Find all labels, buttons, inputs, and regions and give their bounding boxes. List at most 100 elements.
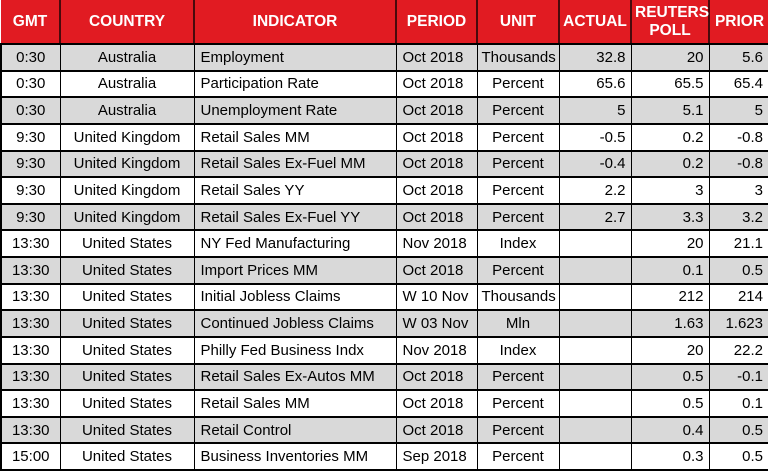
cell-actual	[558, 362, 632, 391]
cell-reuters-poll: 0.2	[630, 149, 710, 178]
cell-indicator: Initial Jobless Claims	[193, 282, 397, 311]
cell-actual	[558, 442, 632, 471]
cell-prior: 65.4	[708, 69, 768, 98]
cell-period: Oct 2018	[395, 69, 478, 98]
cell-country: United States	[59, 335, 195, 364]
column-header-indicator: INDICATOR	[194, 0, 397, 45]
cell-gmt: 9:30	[0, 202, 61, 231]
cell-period: W 03 Nov	[395, 309, 478, 338]
cell-reuters-poll: 5.1	[630, 96, 710, 125]
table-row: 13:30 United States Retail Sales MM Oct 201…	[0, 389, 768, 418]
cell-prior: 5	[708, 96, 768, 125]
cell-country: United States	[59, 256, 195, 285]
cell-unit: Percent	[476, 256, 560, 285]
table-row: 13:30 United States NY Fed Manufacturing No…	[0, 229, 768, 258]
cell-unit: Percent	[476, 415, 560, 444]
cell-prior: 21.1	[708, 229, 768, 258]
column-header-unit: UNIT	[477, 0, 560, 45]
cell-actual	[558, 309, 632, 338]
cell-gmt: 0:30	[0, 96, 61, 125]
cell-country: United States	[59, 415, 195, 444]
cell-period: Oct 2018	[395, 256, 478, 285]
cell-country: United Kingdom	[59, 149, 195, 178]
table-row: 13:30 United States Retail Control Oct 2018…	[0, 415, 768, 444]
cell-indicator: Unemployment Rate	[193, 96, 397, 125]
cell-reuters-poll: 0.4	[630, 415, 710, 444]
table-row: 13:30 United States Philly Fed Business In…	[0, 335, 768, 364]
cell-prior: 0.5	[708, 442, 768, 471]
cell-gmt: 9:30	[0, 122, 61, 151]
cell-period: Oct 2018	[395, 122, 478, 151]
cell-actual: -0.4	[558, 149, 632, 178]
cell-unit: Percent	[476, 202, 560, 231]
cell-gmt: 13:30	[0, 256, 61, 285]
cell-indicator: Retail Sales YY	[193, 176, 397, 205]
cell-actual: 32.8	[558, 44, 632, 72]
cell-gmt: 13:30	[0, 415, 61, 444]
table-row: 9:30 United Kingdom Retail Sales MM Oct 201…	[0, 122, 768, 151]
cell-unit: Percent	[476, 122, 560, 151]
cell-reuters-poll: 20	[630, 229, 710, 258]
cell-reuters-poll: 20	[630, 44, 710, 72]
cell-period: Nov 2018	[395, 229, 478, 258]
cell-indicator: Retail Sales Ex-Autos MM	[193, 362, 397, 391]
cell-period: Nov 2018	[395, 335, 478, 364]
table-body: 0:30 Australia Employment Oct 2018 Thousands…	[0, 44, 768, 471]
cell-unit: Index	[476, 229, 560, 258]
cell-country: United States	[59, 442, 195, 471]
cell-gmt: 13:30	[0, 282, 61, 311]
cell-actual	[558, 389, 632, 418]
cell-prior: -0.8	[708, 122, 768, 151]
cell-unit: Percent	[476, 176, 560, 205]
cell-country: Australia	[59, 69, 195, 98]
cell-prior: 22.2	[708, 335, 768, 364]
table-row: 13:30 United States Import Prices MM Oct 20…	[0, 256, 768, 285]
cell-actual: 2.2	[558, 176, 632, 205]
column-header-gmt: GMT	[1, 0, 61, 45]
table-row: 13:30 United States Initial Jobless Claims…	[0, 282, 768, 311]
cell-indicator: Continued Jobless Claims	[193, 309, 397, 338]
cell-actual	[558, 415, 632, 444]
table-row: 9:30 United Kingdom Retail Sales YY Oct 201…	[0, 176, 768, 205]
cell-actual	[558, 229, 632, 258]
cell-gmt: 0:30	[0, 44, 61, 72]
cell-gmt: 13:30	[0, 229, 61, 258]
cell-unit: Percent	[476, 149, 560, 178]
table-row: 0:30 Australia Employment Oct 2018 Thousands…	[0, 44, 768, 72]
cell-gmt: 13:30	[0, 309, 61, 338]
cell-period: Oct 2018	[395, 44, 478, 72]
cell-prior: 3	[708, 176, 768, 205]
column-header-prior: PRIOR	[709, 0, 768, 45]
cell-country: Australia	[59, 44, 195, 72]
cell-period: Sep 2018	[395, 442, 478, 471]
cell-unit: Percent	[476, 442, 560, 471]
cell-country: United States	[59, 229, 195, 258]
cell-reuters-poll: 0.2	[630, 122, 710, 151]
cell-country: United States	[59, 362, 195, 391]
cell-actual: 5	[558, 96, 632, 125]
cell-prior: 1.623	[708, 309, 768, 338]
cell-reuters-poll: 0.5	[630, 389, 710, 418]
cell-period: Oct 2018	[395, 149, 478, 178]
cell-indicator: Import Prices MM	[193, 256, 397, 285]
table-row: 13:30 United States Retail Sales Ex-Autos …	[0, 362, 768, 391]
cell-prior: 3.2	[708, 202, 768, 231]
cell-period: Oct 2018	[395, 389, 478, 418]
cell-unit: Percent	[476, 362, 560, 391]
cell-prior: -0.8	[708, 149, 768, 178]
cell-country: United Kingdom	[59, 176, 195, 205]
cell-prior: -0.1	[708, 362, 768, 391]
table-row: 15:00 United States Business Inventories M…	[0, 442, 768, 471]
cell-unit: Percent	[476, 96, 560, 125]
cell-reuters-poll: 20	[630, 335, 710, 364]
cell-gmt: 9:30	[0, 176, 61, 205]
cell-gmt: 13:30	[0, 335, 61, 364]
cell-unit: Percent	[476, 389, 560, 418]
cell-gmt: 13:30	[0, 389, 61, 418]
cell-country: United States	[59, 309, 195, 338]
cell-indicator: Business Inventories MM	[193, 442, 397, 471]
cell-actual	[558, 282, 632, 311]
table-header: GMT COUNTRY INDICATOR PERIOD UNIT ACTUAL REUTE…	[1, 0, 768, 45]
cell-prior: 5.6	[708, 44, 768, 72]
